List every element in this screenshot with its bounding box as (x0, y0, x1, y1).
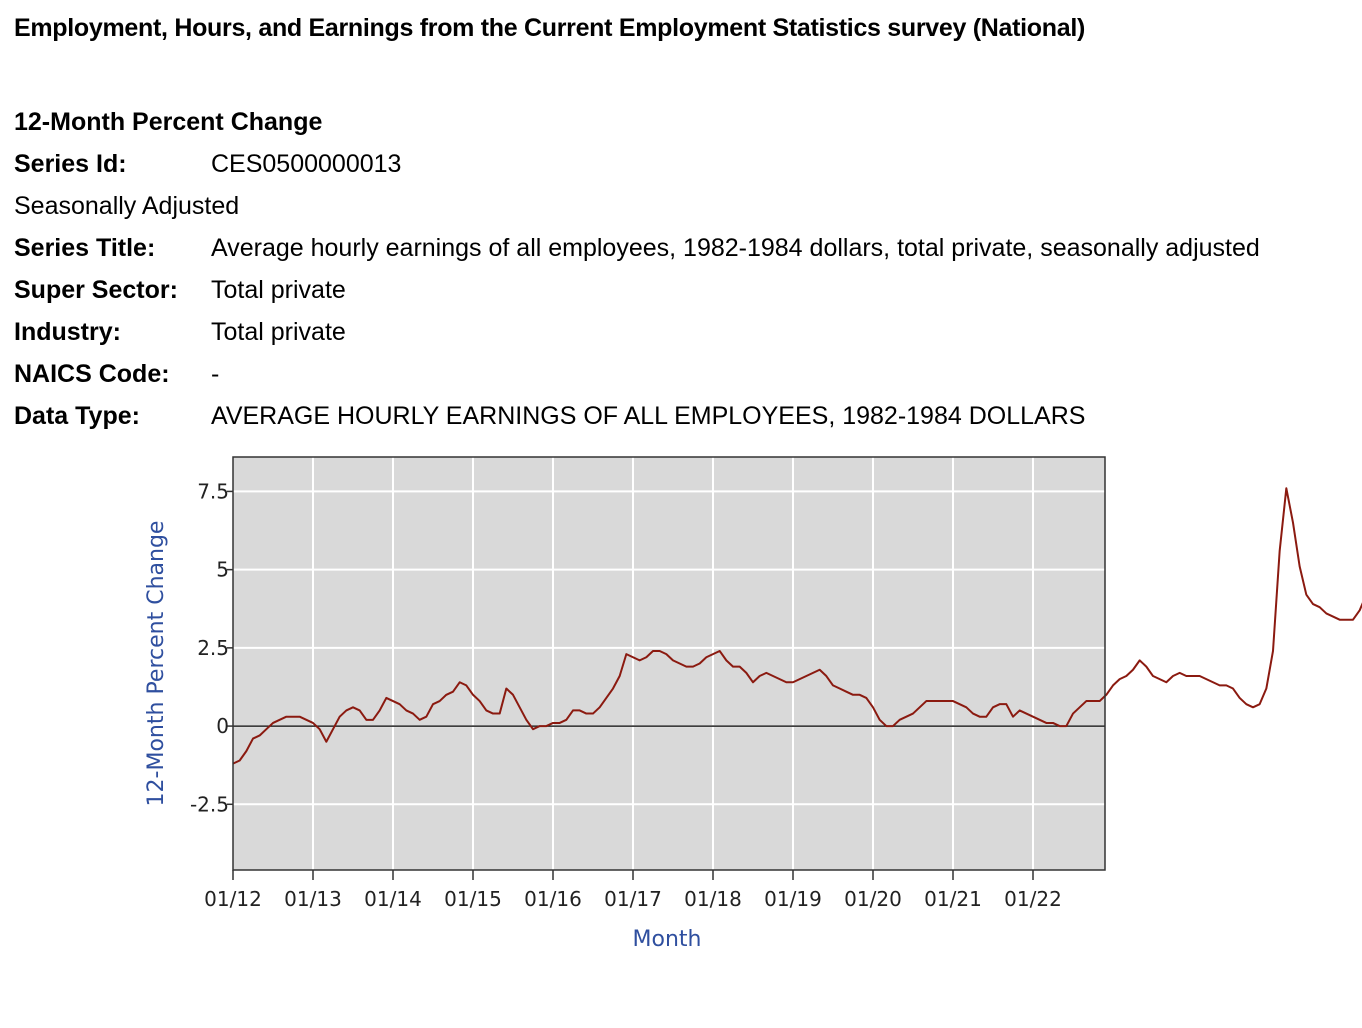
grid-lines (233, 457, 1105, 870)
x-tick-label: 01/15 (444, 887, 502, 911)
industry-label: Industry: (14, 318, 121, 346)
y-tick-label: 7.5 (197, 479, 229, 503)
data-type-label: Data Type: (14, 402, 140, 430)
data-type-value: AVERAGE HOURLY EARNINGS OF ALL EMPLOYEES… (211, 402, 1086, 430)
super-sector-value: Total private (211, 276, 346, 304)
y-tick-label: -2.5 (190, 792, 229, 816)
y-tick-label: 2.5 (197, 636, 229, 660)
x-tick-label: 01/17 (604, 887, 662, 911)
series-id-label: Series Id: (14, 150, 127, 178)
y-tick-label: 5 (216, 558, 229, 582)
x-tick-label: 01/20 (844, 887, 902, 911)
page-title: Employment, Hours, and Earnings from the… (14, 14, 1086, 42)
series-title-row: Series Title: Average hourly earnings of … (14, 230, 1260, 272)
seasonal-adjustment: Seasonally Adjusted (14, 192, 240, 220)
super-sector-row: Super Sector: Total private (14, 272, 1260, 314)
y-axis-label: 12-Month Percent Change (144, 521, 169, 807)
series-id-value: CES0500000013 (211, 150, 402, 178)
x-tick-label: 01/18 (684, 887, 742, 911)
y-axis-ticks: -2.5 0 2.5 5 7.5 (190, 479, 233, 816)
series-id-row: Series Id: CES0500000013 (14, 146, 1260, 188)
series-title-value: Average hourly earnings of all employees… (211, 234, 1260, 262)
x-tick-label: 01/13 (284, 887, 342, 911)
naics-row: NAICS Code: - (14, 356, 1260, 398)
line-chart: -2.502.557.5 01/12 01/13 01/14 01/15 01/16 01… (144, 456, 1362, 952)
x-axis-ticks: 01/12 01/13 01/14 01/15 01/16 01/17 01/18 01/19… (204, 870, 1062, 911)
x-tick-label: 01/19 (764, 887, 822, 911)
series-heading: 12-Month Percent Change (14, 108, 323, 136)
plot-frame (232, 456, 1106, 871)
series-line (232, 487, 1362, 765)
naics-value: - (211, 360, 220, 388)
data-type-row: Data Type: AVERAGE HOURLY EARNINGS OF ALL… (14, 398, 1260, 440)
chart-container: -2.5 0 2.5 5 7.5 01/12 01/13 01/14 01/15 01/16 01… (0, 440, 1362, 1000)
x-tick-label: 01/22 (1004, 887, 1062, 911)
super-sector-label: Super Sector: (14, 276, 178, 304)
x-tick-label: 01/12 (204, 887, 262, 911)
y-tick-label: 0 (216, 714, 229, 738)
x-tick-label: 01/16 (524, 887, 582, 911)
plot-area (233, 457, 1105, 870)
industry-value: Total private (211, 318, 346, 346)
industry-row: Industry: Total private (14, 314, 1260, 356)
naics-label: NAICS Code: (14, 360, 170, 388)
series-title-label: Series Title: (14, 234, 156, 262)
series-info: 12-Month Percent Change Series Id: CES050… (14, 104, 1260, 440)
x-axis-label: Month (633, 927, 702, 952)
x-tick-label: 01/14 (364, 887, 422, 911)
x-tick-label: 01/21 (924, 887, 982, 911)
